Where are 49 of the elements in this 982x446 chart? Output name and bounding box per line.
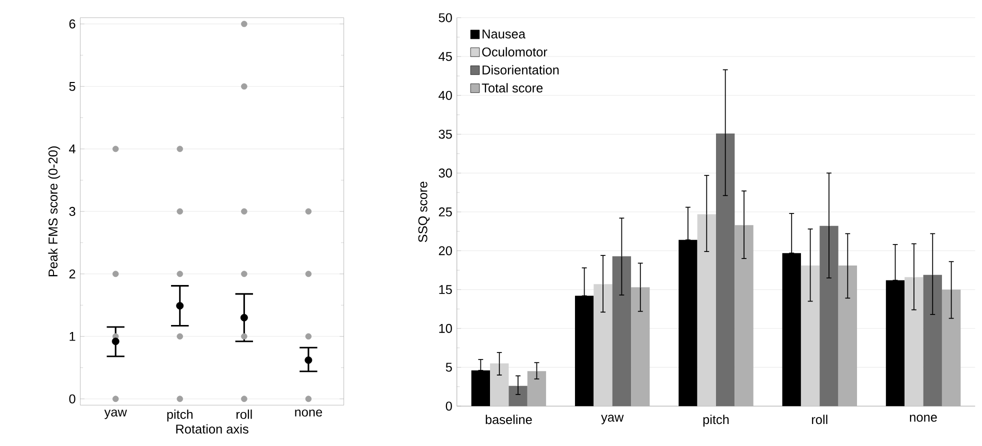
legend-label: Total score (482, 82, 543, 92)
bar (490, 363, 509, 406)
y-axis-title: Peak FMS score (0-20) (48, 146, 60, 276)
legend-label: Oculomotor (482, 46, 548, 56)
y-tick-label: 1 (70, 332, 76, 341)
bar (612, 256, 632, 406)
x-tick-label: roll (236, 409, 252, 419)
y-tick-label: 50 (438, 12, 452, 22)
x-tick-label: roll (812, 414, 828, 424)
bar (697, 214, 716, 406)
x-tick-label: baseline (486, 414, 532, 424)
x-axis-title: Rotation axis (176, 424, 248, 434)
legend-label: Nausea (482, 29, 526, 38)
y-tick-label: 2 (69, 269, 76, 278)
y-tick-label: 25 (438, 207, 452, 216)
y-tick-label: 5 (69, 82, 76, 91)
y-tick-label: 4 (69, 144, 76, 154)
y-tick-label: 15 (439, 284, 452, 294)
y-tick-label: 35 (438, 129, 452, 139)
y-tick-label: 20 (438, 246, 452, 256)
y-tick-label: 0 (446, 401, 452, 410)
bar (820, 226, 838, 406)
bar (923, 274, 942, 406)
y-tick-label: 3 (69, 206, 76, 216)
x-tick-label: none (910, 414, 937, 422)
x-tick-label: yaw (601, 414, 624, 424)
bar (527, 370, 546, 406)
bar (904, 276, 924, 406)
bar (594, 284, 612, 406)
x-tick-label: pitch (703, 414, 729, 426)
x-tick-label: none (295, 409, 322, 416)
x-tick-label: yaw (104, 409, 127, 419)
bar (838, 265, 858, 406)
y-tick-label: 10 (439, 324, 452, 333)
bar (508, 386, 528, 406)
bar (716, 133, 735, 406)
y-tick-label: 45 (438, 52, 452, 61)
bar (734, 224, 754, 406)
bar (800, 265, 820, 406)
y-tick-label: 40 (438, 90, 452, 100)
bar (631, 287, 650, 406)
y-axis-title: SSQ score (418, 181, 430, 242)
y-tick-label: 5 (446, 362, 452, 372)
bar (942, 289, 961, 406)
y-tick-label: 0 (69, 394, 76, 404)
y-tick-label: 6 (69, 19, 76, 28)
x-tick-label: pitch (167, 409, 193, 422)
legend-label: Disorientation (482, 64, 559, 74)
y-tick-label: 30 (438, 168, 452, 178)
